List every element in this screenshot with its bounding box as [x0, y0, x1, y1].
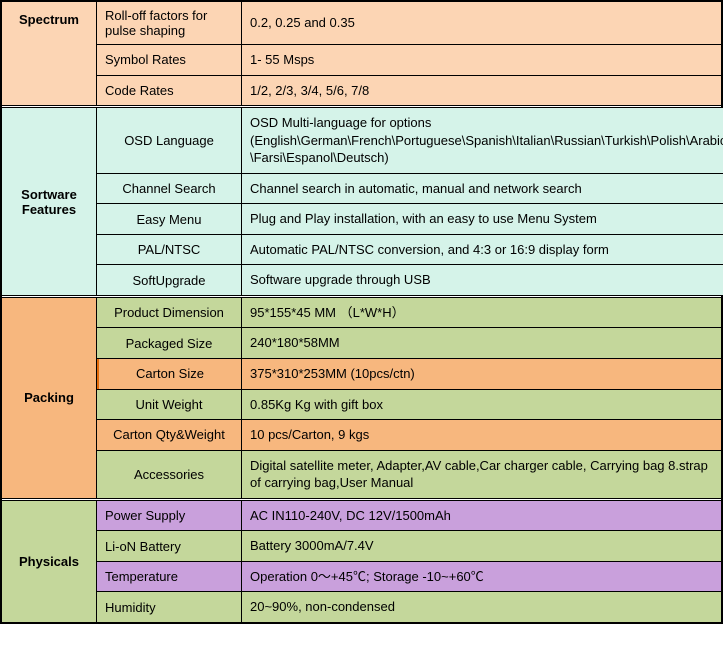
- section-software: Sortware Features OSD Language OSD Multi…: [2, 105, 721, 295]
- row-label: Accessories: [97, 451, 242, 498]
- row-value: 10 pcs/Carton, 9 kgs: [242, 420, 721, 450]
- row-label: Temperature: [97, 562, 242, 592]
- table-row: SoftUpgrade Software upgrade through USB: [97, 265, 723, 295]
- table-row: Li-oN Battery Battery 3000mA/7.4V: [97, 531, 721, 562]
- section-packing: Packing Product Dimension 95*155*45 MM （…: [2, 295, 721, 498]
- row-value: 0.85Kg Kg with gift box: [242, 390, 721, 420]
- row-value: 1/2, 2/3, 3/4, 5/6, 7/8: [242, 76, 721, 106]
- spec-table: Spectrum Roll-off factors for pulse shap…: [0, 0, 723, 624]
- table-row: Humidity 20~90%, non-condensed: [97, 592, 721, 622]
- section-spectrum: Spectrum Roll-off factors for pulse shap…: [2, 0, 721, 105]
- table-row: Channel Search Channel search in automat…: [97, 174, 723, 205]
- row-value: 20~90%, non-condensed: [242, 592, 721, 622]
- section-header-physicals: Physicals: [2, 501, 97, 622]
- row-label: OSD Language: [97, 108, 242, 173]
- row-value: Digital satellite meter, Adapter,AV cabl…: [242, 451, 721, 498]
- row-label: Easy Menu: [97, 204, 242, 234]
- row-value: OSD Multi-language for options (English\…: [242, 108, 723, 173]
- section-rows-spectrum: Roll-off factors for pulse shaping 0.2, …: [97, 2, 721, 105]
- table-row: PAL/NTSC Automatic PAL/NTSC conversion, …: [97, 235, 723, 266]
- section-rows-software: OSD Language OSD Multi-language for opti…: [97, 108, 723, 295]
- row-value: 375*310*253MM (10pcs/ctn): [242, 359, 721, 389]
- section-header-software: Sortware Features: [2, 108, 97, 295]
- row-label: SoftUpgrade: [97, 265, 242, 295]
- table-row: Code Rates 1/2, 2/3, 3/4, 5/6, 7/8: [97, 76, 721, 106]
- row-label: Packaged Size: [97, 328, 242, 358]
- table-row: Product Dimension 95*155*45 MM （L*W*H）: [97, 298, 721, 329]
- section-header-spectrum: Spectrum: [2, 2, 97, 105]
- table-row: Easy Menu Plug and Play installation, wi…: [97, 204, 723, 235]
- table-row: Roll-off factors for pulse shaping 0.2, …: [97, 2, 721, 45]
- row-label: Li-oN Battery: [97, 531, 242, 561]
- table-row: Symbol Rates 1- 55 Msps: [97, 45, 721, 76]
- row-label: Carton Size: [97, 359, 242, 389]
- row-value: Automatic PAL/NTSC conversion, and 4:3 o…: [242, 235, 723, 265]
- row-value: Operation 0～+45℃; Storage -10~+60℃: [242, 562, 721, 592]
- section-rows-packing: Product Dimension 95*155*45 MM （L*W*H） P…: [97, 298, 721, 498]
- row-label: Symbol Rates: [97, 45, 242, 75]
- row-value: 1- 55 Msps: [242, 45, 721, 75]
- row-value: Channel search in automatic, manual and …: [242, 174, 723, 204]
- row-label: Roll-off factors for pulse shaping: [97, 2, 242, 44]
- table-row: Accessories Digital satellite meter, Ada…: [97, 451, 721, 498]
- table-row: Packaged Size 240*180*58MM: [97, 328, 721, 359]
- row-value: Battery 3000mA/7.4V: [242, 531, 721, 561]
- section-rows-physicals: Power Supply AC IN110-240V, DC 12V/1500m…: [97, 501, 721, 622]
- table-row: Power Supply AC IN110-240V, DC 12V/1500m…: [97, 501, 721, 532]
- row-label: Code Rates: [97, 76, 242, 106]
- row-value: 95*155*45 MM （L*W*H）: [242, 298, 721, 328]
- table-row: Carton Qty&Weight 10 pcs/Carton, 9 kgs: [97, 420, 721, 451]
- row-value: 240*180*58MM: [242, 328, 721, 358]
- row-value: Plug and Play installation, with an easy…: [242, 204, 723, 234]
- row-label: Channel Search: [97, 174, 242, 204]
- row-value: 0.2, 0.25 and 0.35: [242, 2, 721, 44]
- row-label: Power Supply: [97, 501, 242, 531]
- table-row: Unit Weight 0.85Kg Kg with gift box: [97, 390, 721, 421]
- section-header-packing: Packing: [2, 298, 97, 498]
- row-label: Product Dimension: [97, 298, 242, 328]
- table-row: Temperature Operation 0～+45℃; Storage -1…: [97, 562, 721, 593]
- section-physicals: Physicals Power Supply AC IN110-240V, DC…: [2, 498, 721, 624]
- row-label: Carton Qty&Weight: [97, 420, 242, 450]
- table-row: Carton Size 375*310*253MM (10pcs/ctn): [97, 359, 721, 390]
- row-label: Unit Weight: [97, 390, 242, 420]
- table-row: OSD Language OSD Multi-language for opti…: [97, 108, 723, 174]
- row-value: AC IN110-240V, DC 12V/1500mAh: [242, 501, 721, 531]
- row-label: Humidity: [97, 592, 242, 622]
- row-value: Software upgrade through USB: [242, 265, 723, 295]
- row-label: PAL/NTSC: [97, 235, 242, 265]
